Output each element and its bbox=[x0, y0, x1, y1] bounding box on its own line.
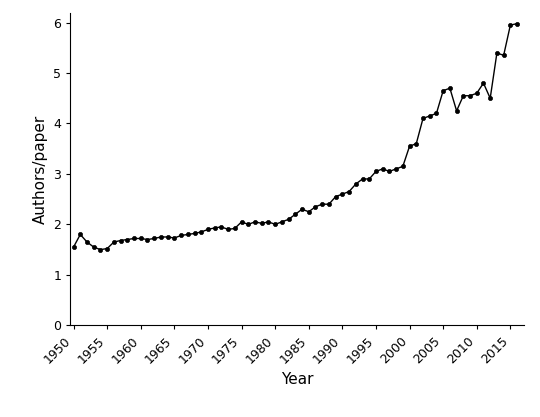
Y-axis label: Authors/paper: Authors/paper bbox=[32, 114, 48, 224]
X-axis label: Year: Year bbox=[281, 372, 313, 387]
